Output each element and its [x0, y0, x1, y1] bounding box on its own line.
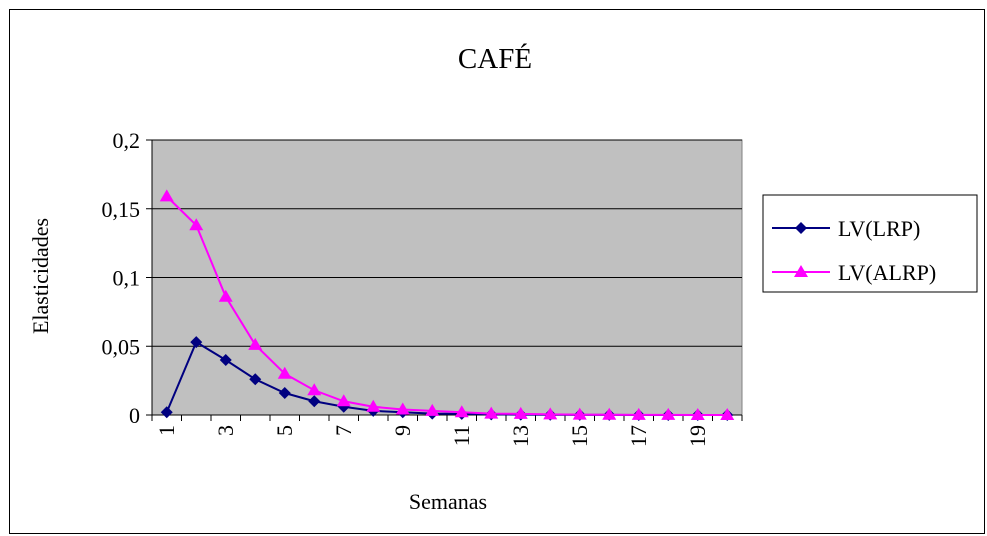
- y-axis-ticks: 0 0,05 0,1 0,15 0,2: [102, 128, 153, 428]
- data-point: [190, 336, 203, 349]
- data-point: [513, 406, 528, 419]
- data-point: [572, 407, 587, 420]
- plot-area: [151, 139, 743, 416]
- y-tick-label: 0,2: [113, 128, 141, 153]
- data-point: [543, 407, 558, 420]
- y-tick-label: 0: [129, 403, 140, 428]
- x-tick-label: 15: [567, 425, 592, 447]
- legend-label: LV(ALRP): [838, 260, 936, 285]
- data-point: [160, 406, 173, 419]
- y-tick-label: 0,1: [113, 266, 141, 291]
- data-point: [366, 399, 381, 412]
- y-axis-label: Elasticidades: [28, 218, 53, 334]
- data-point: [248, 337, 263, 350]
- data-point: [278, 387, 291, 399]
- data-point: [484, 406, 499, 419]
- x-axis-label: Semanas: [409, 489, 487, 514]
- legend-marker: [795, 222, 807, 234]
- legend: LV(LRP) LV(ALRP): [762, 194, 978, 293]
- data-point: [661, 407, 676, 420]
- data-point: [395, 402, 410, 415]
- x-tick-label: 3: [213, 425, 238, 436]
- x-tick-label: 11: [449, 425, 474, 446]
- x-tick-label: 1: [154, 425, 179, 436]
- x-tick-label: 13: [508, 425, 533, 447]
- series-LV(ALRP): [159, 189, 735, 420]
- legend-marker: [794, 265, 808, 277]
- data-point: [690, 408, 705, 420]
- data-point: [602, 407, 617, 420]
- data-point: [189, 218, 204, 231]
- data-point: [308, 395, 321, 408]
- series-layer: [159, 189, 735, 421]
- data-point: [425, 403, 440, 416]
- data-point: [159, 189, 174, 202]
- data-point: [720, 408, 735, 420]
- legend-label: LV(LRP): [838, 216, 920, 241]
- x-tick-label: 7: [331, 425, 356, 436]
- chart-title: CAFÉ: [458, 42, 532, 75]
- x-axis-ticks: 1 3 5 7 9 11 13 15 17 19: [151, 414, 743, 447]
- data-point: [307, 383, 322, 396]
- data-point: [454, 405, 469, 418]
- data-point: [277, 366, 292, 379]
- y-tick-label: 0,05: [102, 334, 141, 359]
- x-tick-label: 9: [390, 425, 415, 436]
- data-point: [631, 407, 646, 420]
- y-tick-label: 0,15: [102, 197, 141, 222]
- data-point: [336, 394, 351, 407]
- x-tick-label: 17: [626, 425, 651, 447]
- x-tick-label: 19: [685, 425, 710, 447]
- data-point: [219, 354, 232, 366]
- x-tick-label: 5: [272, 425, 297, 436]
- data-point: [218, 289, 233, 302]
- data-point: [249, 373, 262, 386]
